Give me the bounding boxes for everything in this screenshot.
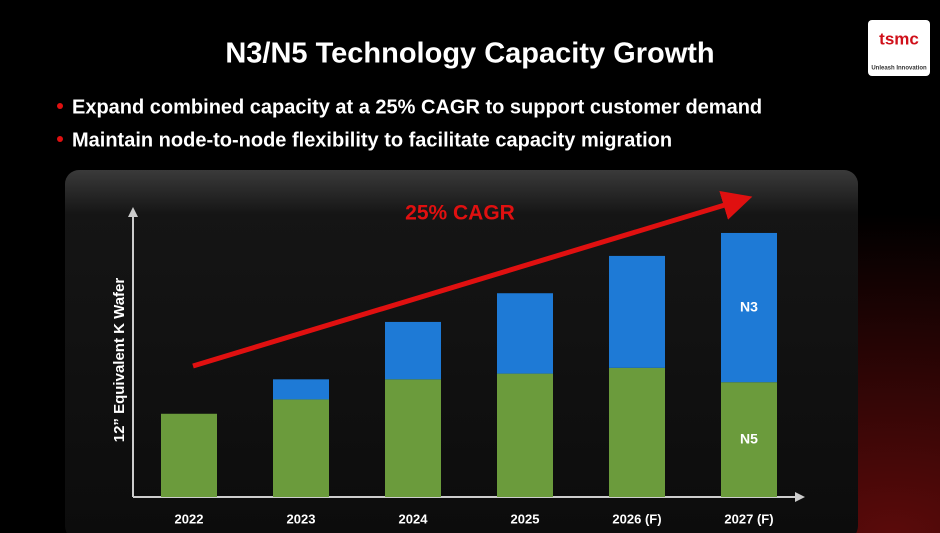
logo-box (868, 20, 930, 76)
annotation: 25% CAGR (405, 202, 515, 225)
x-tick-label: 2024 (399, 511, 429, 526)
x-tick-label: 2022 (175, 511, 204, 526)
bullet: Maintain node-to-node flexibility to fac… (72, 129, 672, 151)
chart-title: N3/N5 Technology Capacity Growth (225, 38, 714, 70)
bullet-dot (57, 136, 63, 142)
bar-segment (721, 232, 777, 383)
bar-segment (385, 321, 441, 380)
series-label: N5 (740, 430, 758, 446)
tagline: Unleash Innovation (871, 66, 927, 72)
cagr-arrow (192, 190, 753, 369)
x-tick-label: 2025 (511, 511, 540, 526)
logo: tsmc (879, 29, 919, 48)
bar-segment (497, 373, 553, 497)
x-tick-label: 2026 (F) (612, 511, 661, 526)
bar-segment (497, 293, 553, 374)
bar-segment (161, 413, 217, 497)
bar-segment (385, 379, 441, 497)
bullet-dot (57, 103, 63, 109)
bar-segment (273, 399, 329, 497)
bar-segment (609, 255, 665, 368)
bar-segment (609, 367, 665, 497)
x-tick-label: 2023 (287, 511, 316, 526)
y-axis-label: 12” Equivalent K Wafer (111, 278, 128, 443)
bar-segment (273, 379, 329, 400)
series-label: N3 (740, 298, 758, 314)
x-tick-label: 2027 (F) (724, 511, 773, 526)
bar-segment (721, 382, 777, 497)
bullet: Expand combined capacity at a 25% CAGR t… (72, 96, 762, 118)
